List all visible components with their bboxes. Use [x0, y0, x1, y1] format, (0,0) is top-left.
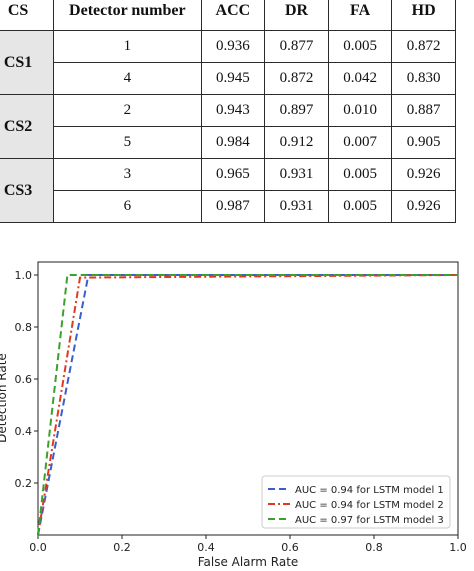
- y-tick-label: 0.2: [15, 477, 33, 490]
- plot-frame: [37, 261, 459, 536]
- header-cs: CS: [0, 0, 55, 31]
- cs-label: CS1: [0, 30, 55, 95]
- acc-cell: 0.943: [200, 94, 266, 127]
- roc-curve-model-3: [37, 274, 458, 536]
- x-axis-label: False Alarm Rate: [198, 555, 299, 569]
- detector-number-cell: 4: [53, 62, 202, 95]
- hd-cell: 0.872: [391, 30, 456, 63]
- table-header-row: CS Detector number ACC DR FA HD: [0, 0, 456, 31]
- x-tick-label: 0.8: [365, 541, 383, 554]
- fa-cell: 0.005: [327, 190, 393, 223]
- acc-cell: 0.987: [200, 190, 266, 223]
- hd-cell: 0.926: [391, 158, 456, 191]
- acc-cell: 0.984: [200, 126, 266, 159]
- detector-number-cell: 3: [53, 158, 202, 191]
- table-row: CS1 1 0.936 0.877 0.005 0.872: [0, 30, 456, 95]
- table-row: CS3 3 0.965 0.931 0.005 0.926: [0, 158, 456, 223]
- y-axis-label: Detection Rate: [0, 353, 9, 443]
- dr-cell: 0.897: [264, 94, 329, 127]
- roc-chart: 0.0 0.2 0.4 0.6 0.8 1.0 0.2 0.4 0.6 0.8 1.0 False …: [0, 240, 474, 571]
- fa-cell: 0.007: [327, 126, 393, 159]
- table-row: 4 0.945 0.872 0.042 0.830: [0, 62, 456, 95]
- axis-ticks: 0.0 0.2 0.4 0.6 0.8 1.0 0.2 0.4 0.6 0.8 1.0: [15, 269, 467, 554]
- table-row: CS2 2 0.943 0.897 0.010 0.887: [0, 94, 456, 159]
- hd-cell: 0.926: [391, 190, 456, 223]
- header-fa: FA: [327, 0, 393, 31]
- dr-cell: 0.931: [264, 158, 329, 191]
- dr-cell: 0.877: [264, 30, 329, 63]
- header-acc: ACC: [200, 0, 266, 31]
- acc-cell: 0.945: [200, 62, 266, 95]
- legend-label-1: AUC = 0.94 for LSTM model 1: [295, 485, 444, 496]
- y-tick-label: 0.6: [15, 373, 33, 386]
- results-table-region: CS Detector number ACC DR FA HD CS1 1 0.…: [0, 0, 474, 228]
- cs-label: CS3: [0, 158, 55, 223]
- hd-cell: 0.887: [391, 94, 456, 127]
- fa-cell: 0.010: [327, 94, 393, 127]
- detector-number-cell: 6: [53, 190, 202, 223]
- header-hd: HD: [391, 0, 456, 31]
- dr-cell: 0.931: [264, 190, 329, 223]
- hd-cell: 0.905: [391, 126, 456, 159]
- detector-number-cell: 5: [53, 126, 202, 159]
- dr-cell: 0.872: [264, 62, 329, 95]
- x-tick-label: 0.4: [197, 541, 215, 554]
- dr-cell: 0.912: [264, 126, 329, 159]
- y-tick-label: 1.0: [15, 269, 33, 282]
- x-tick-label: 0.2: [113, 541, 131, 554]
- header-dr: DR: [264, 0, 329, 31]
- y-tick-label: 0.4: [15, 425, 33, 438]
- results-table: CS Detector number ACC DR FA HD CS1 1 0.…: [0, 0, 456, 223]
- table-row: 5 0.984 0.912 0.007 0.905: [0, 126, 456, 159]
- fa-cell: 0.042: [327, 62, 393, 95]
- acc-cell: 0.936: [200, 30, 266, 63]
- y-tick-label: 0.8: [15, 321, 33, 334]
- fa-cell: 0.005: [327, 30, 393, 63]
- roc-curve-model-2: [37, 274, 459, 536]
- detector-number-cell: 1: [53, 30, 202, 63]
- fa-cell: 0.005: [327, 158, 393, 191]
- legend-label-3: AUC = 0.97 for LSTM model 3: [295, 515, 444, 526]
- header-detector-number: Detector number: [53, 0, 202, 31]
- legend-box: [261, 475, 451, 529]
- acc-cell: 0.965: [200, 158, 266, 191]
- detector-number-cell: 2: [53, 94, 202, 127]
- x-tick-label: 1.0: [449, 541, 467, 554]
- legend-label-2: AUC = 0.94 for LSTM model 2: [295, 500, 444, 511]
- cs-label: CS2: [0, 94, 55, 159]
- chart-legend: AUC = 0.94 for LSTM model 1 AUC = 0.94 f…: [261, 475, 451, 529]
- table-row: 6 0.987 0.931 0.005 0.926: [0, 190, 456, 223]
- x-tick-label: 0.0: [29, 541, 47, 554]
- roc-curves: [37, 274, 459, 536]
- hd-cell: 0.830: [391, 62, 456, 95]
- x-tick-label: 0.6: [281, 541, 299, 554]
